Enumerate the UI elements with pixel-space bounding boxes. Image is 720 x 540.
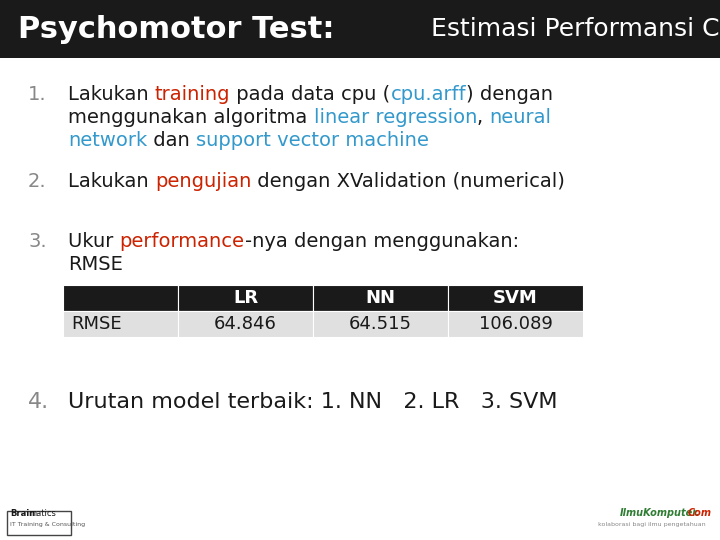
- Text: training: training: [155, 85, 230, 104]
- Text: NN: NN: [366, 289, 395, 307]
- Text: Lakukan: Lakukan: [68, 172, 155, 191]
- Text: performance: performance: [120, 232, 245, 251]
- Text: 2.: 2.: [28, 172, 47, 191]
- Bar: [448, 311, 583, 337]
- Bar: [313, 311, 448, 337]
- Text: dengan XValidation (numerical): dengan XValidation (numerical): [251, 172, 565, 191]
- Text: Urutan model terbaik: 1. NN   2. LR   3. SVM: Urutan model terbaik: 1. NN 2. LR 3. SVM: [68, 392, 557, 412]
- Text: dan: dan: [148, 131, 197, 150]
- Text: IT Training & Consulting: IT Training & Consulting: [10, 522, 85, 527]
- Text: 1.: 1.: [28, 85, 47, 104]
- Text: RMSE: RMSE: [68, 255, 123, 274]
- Text: neural: neural: [490, 108, 552, 127]
- Text: support vector machine: support vector machine: [197, 131, 429, 150]
- Text: 106.089: 106.089: [479, 315, 552, 333]
- Text: pada data cpu (: pada data cpu (: [230, 85, 390, 104]
- Bar: [313, 285, 448, 311]
- Bar: [63, 311, 178, 337]
- Text: IlmuKomputer.: IlmuKomputer.: [620, 508, 700, 518]
- Text: Estimasi Performansi CPU: Estimasi Performansi CPU: [431, 17, 720, 41]
- Text: pengujian: pengujian: [155, 172, 251, 191]
- Text: ,: ,: [477, 108, 490, 127]
- Text: 4.: 4.: [28, 392, 49, 412]
- Text: SVM: SVM: [493, 289, 538, 307]
- Text: matics: matics: [28, 509, 56, 518]
- Text: RMSE: RMSE: [71, 315, 122, 333]
- Text: cpu.arff: cpu.arff: [390, 85, 466, 104]
- Text: -nya dengan menggunakan:: -nya dengan menggunakan:: [245, 232, 518, 251]
- Bar: [178, 285, 313, 311]
- Text: ) dengan: ) dengan: [466, 85, 553, 104]
- Text: network: network: [68, 131, 148, 150]
- Text: Lakukan: Lakukan: [68, 85, 155, 104]
- Bar: [63, 285, 178, 311]
- Text: LR: LR: [233, 289, 258, 307]
- Text: kolaborasi bagi ilmu pengetahuan: kolaborasi bagi ilmu pengetahuan: [598, 522, 706, 527]
- Text: 64.515: 64.515: [349, 315, 412, 333]
- Text: Ukur: Ukur: [68, 232, 120, 251]
- Text: Com: Com: [688, 508, 712, 518]
- Text: linear regression: linear regression: [313, 108, 477, 127]
- Text: Psychomotor Test:: Psychomotor Test:: [18, 15, 345, 44]
- Text: menggunakan algoritma: menggunakan algoritma: [68, 108, 313, 127]
- Bar: [448, 285, 583, 311]
- Text: 3.: 3.: [28, 232, 47, 251]
- Bar: [178, 311, 313, 337]
- Text: 64.846: 64.846: [214, 315, 277, 333]
- Bar: [0, 0, 720, 58]
- Text: Brain: Brain: [10, 509, 35, 518]
